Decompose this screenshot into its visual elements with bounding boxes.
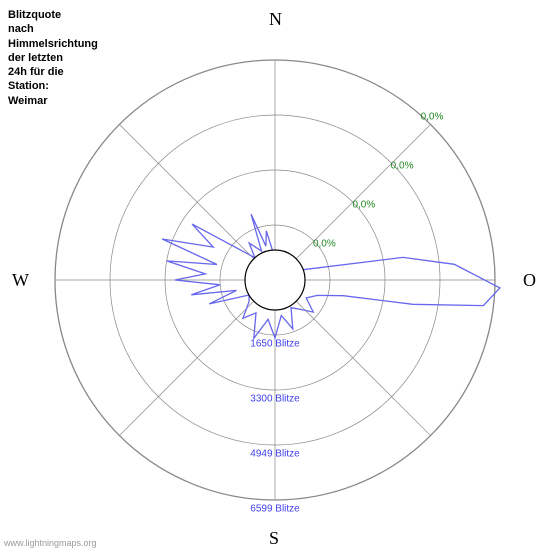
footer-link[interactable]: www.lightningmaps.org [4,538,97,548]
polar-chart: Blitzquote nach Himmelsrichtung der letz… [0,0,550,550]
cardinal-w: W [12,270,29,291]
ring-label-green-1: 0,0% [352,200,375,211]
ring-label-green-0: 0,0% [313,239,336,250]
ring-label-blue-0: 1650 Blitze [250,339,299,350]
cardinal-n: N [269,9,282,30]
ring-label-blue-2: 4949 Blitze [250,449,299,460]
ring-label-green-2: 0,0% [391,160,414,171]
cardinal-s: S [269,528,279,549]
cardinal-e: O [523,270,536,291]
ring-label-blue-1: 3300 Blitze [250,394,299,405]
ring-label-green-3: 0,0% [421,112,444,123]
ring-label-blue-3: 6599 Blitze [250,504,299,515]
chart-title: Blitzquote nach Himmelsrichtung der letz… [8,8,98,108]
